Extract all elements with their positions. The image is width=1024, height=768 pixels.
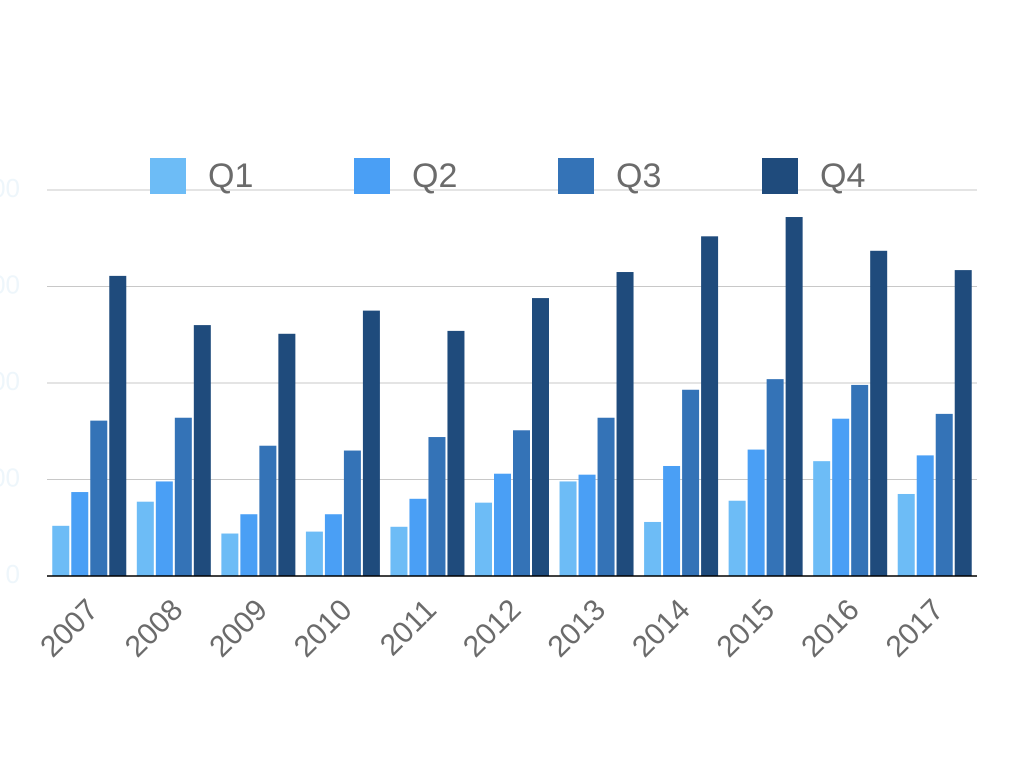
- bar: [362, 310, 380, 576]
- bar: [428, 437, 446, 576]
- bar: [851, 384, 869, 576]
- x-tick-label: 2015: [711, 593, 782, 664]
- bar: [935, 413, 953, 576]
- bar: [559, 481, 577, 576]
- bar: [663, 465, 681, 576]
- bar: [71, 492, 89, 576]
- legend-swatch: [558, 158, 594, 194]
- bar: [916, 455, 934, 576]
- legend-label: Q1: [208, 157, 253, 195]
- bar: [109, 275, 127, 576]
- bar: [305, 531, 323, 576]
- x-tick-label: 2016: [795, 593, 866, 664]
- bar: [343, 450, 361, 576]
- x-tick-label: 2017: [880, 593, 951, 664]
- bar: [447, 330, 465, 576]
- bar: [597, 417, 615, 576]
- bar: [136, 501, 154, 576]
- bar: [390, 526, 408, 576]
- legend-swatch: [354, 158, 390, 194]
- bar: [682, 389, 700, 576]
- x-tick-label: 2014: [626, 593, 697, 664]
- bar: [324, 514, 342, 576]
- legend-label: Q4: [820, 157, 865, 195]
- bar: [494, 473, 511, 576]
- bar: [832, 418, 850, 576]
- y-tick-label: 200: [0, 366, 20, 396]
- bar: [155, 481, 173, 576]
- x-tick-label: 2011: [374, 593, 443, 662]
- bar: [701, 236, 719, 576]
- y-tick-label: 400: [0, 173, 20, 203]
- bar: [813, 461, 831, 576]
- bar: [644, 521, 662, 576]
- bar: [532, 298, 549, 576]
- bar: [174, 417, 192, 576]
- bar: [785, 217, 803, 576]
- bar: [728, 500, 746, 576]
- bar: [221, 533, 239, 576]
- y-tick-label: 0: [6, 559, 20, 589]
- legend-swatch: [150, 158, 186, 194]
- bar: [513, 430, 530, 576]
- bar: [897, 493, 915, 576]
- legend-label: Q3: [616, 157, 661, 195]
- x-tick-label: 2009: [203, 593, 274, 664]
- bar: [616, 272, 634, 576]
- y-tick-label: 300: [0, 269, 20, 299]
- legend-swatch: [762, 158, 798, 194]
- bar: [193, 325, 211, 576]
- bar: [475, 502, 492, 576]
- bar: [870, 250, 888, 577]
- x-tick-label: 2007: [34, 593, 105, 664]
- bar: [409, 498, 427, 576]
- x-tick-label: 2008: [119, 593, 190, 664]
- bar: [52, 525, 70, 576]
- bar: [90, 420, 108, 576]
- bar: [954, 270, 972, 576]
- bar: [259, 445, 277, 576]
- bar: [278, 333, 296, 576]
- y-tick-label: 100: [0, 462, 20, 492]
- bar: [747, 449, 765, 576]
- bar: [240, 514, 258, 576]
- x-tick-label: 2013: [542, 593, 613, 664]
- bar: [578, 474, 596, 576]
- legend-label: Q2: [412, 157, 457, 195]
- x-tick-label: 2012: [457, 593, 528, 664]
- bar: [766, 379, 784, 576]
- x-tick-label: 2010: [288, 593, 359, 664]
